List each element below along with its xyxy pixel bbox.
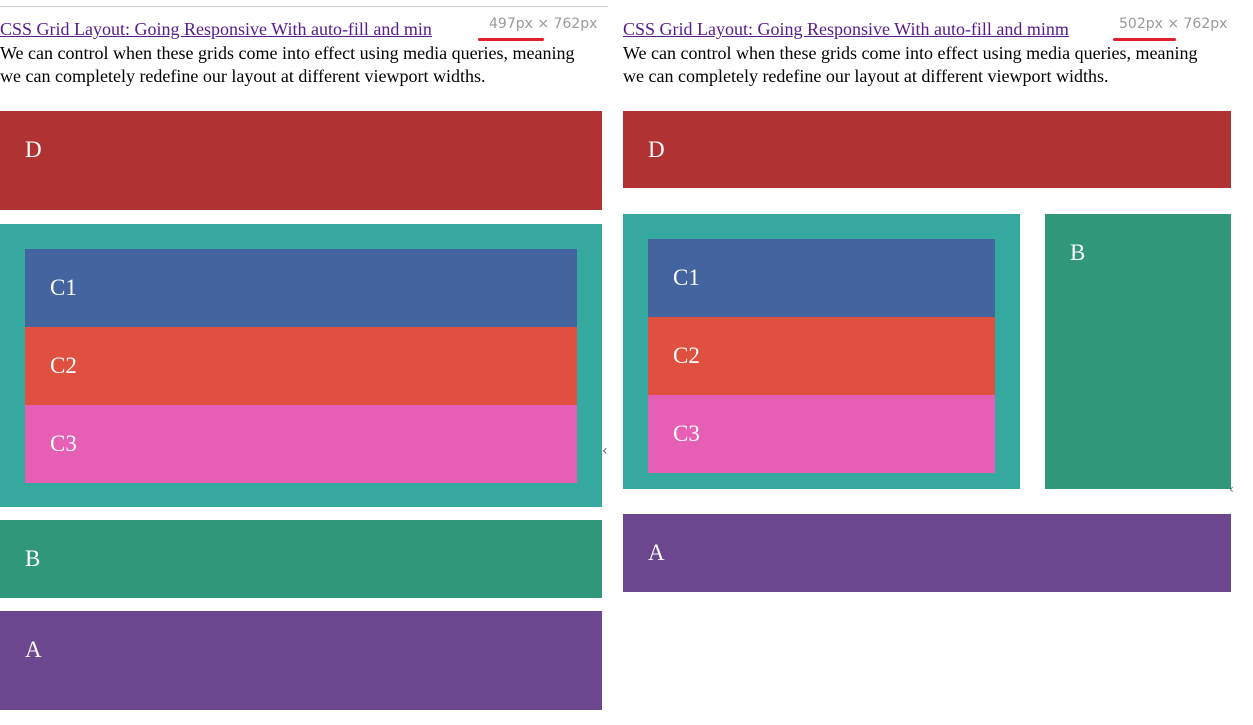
box-label: C1 bbox=[673, 265, 700, 290]
box-d: D bbox=[623, 111, 1231, 188]
resize-handle[interactable]: ‹ bbox=[602, 443, 608, 459]
box-label: B bbox=[25, 546, 41, 571]
box-c1: C1 bbox=[25, 249, 577, 327]
box-c3: C3 bbox=[25, 405, 577, 483]
box-b: B bbox=[1045, 214, 1231, 489]
box-c2: C2 bbox=[648, 317, 995, 395]
article-link[interactable]: CSS Grid Layout: Going Responsive With a… bbox=[0, 19, 432, 39]
box-label: D bbox=[648, 137, 665, 162]
article-link[interactable]: CSS Grid Layout: Going Responsive With a… bbox=[623, 19, 1069, 39]
box-label: C2 bbox=[673, 343, 700, 368]
paragraph: We can control when these grids come int… bbox=[623, 43, 1198, 86]
box-c3: C3 bbox=[648, 395, 995, 473]
box-a: A bbox=[0, 611, 602, 710]
box-label: C3 bbox=[50, 431, 77, 456]
box-label: A bbox=[648, 540, 665, 565]
highlight bbox=[478, 38, 544, 41]
divider bbox=[0, 6, 608, 7]
box-a: A bbox=[623, 514, 1231, 592]
box-label: C3 bbox=[673, 421, 700, 446]
box-label: A bbox=[25, 637, 42, 662]
box-label: D bbox=[25, 137, 42, 162]
box-label: C1 bbox=[50, 275, 77, 300]
box-b: B bbox=[0, 520, 602, 598]
box-c2: C2 bbox=[25, 327, 577, 405]
box-d: D bbox=[0, 111, 602, 210]
box-label: B bbox=[1070, 240, 1086, 265]
box-c1: C1 bbox=[648, 239, 995, 317]
paragraph: We can control when these grids come int… bbox=[0, 43, 575, 86]
highlight bbox=[1113, 38, 1176, 41]
viewport-size: 497px × 762px bbox=[489, 16, 598, 32]
viewport-size: 502px × 762px bbox=[1119, 16, 1228, 32]
resize-handle[interactable]: ‹ bbox=[1229, 482, 1234, 496]
box-label: C2 bbox=[50, 353, 77, 378]
